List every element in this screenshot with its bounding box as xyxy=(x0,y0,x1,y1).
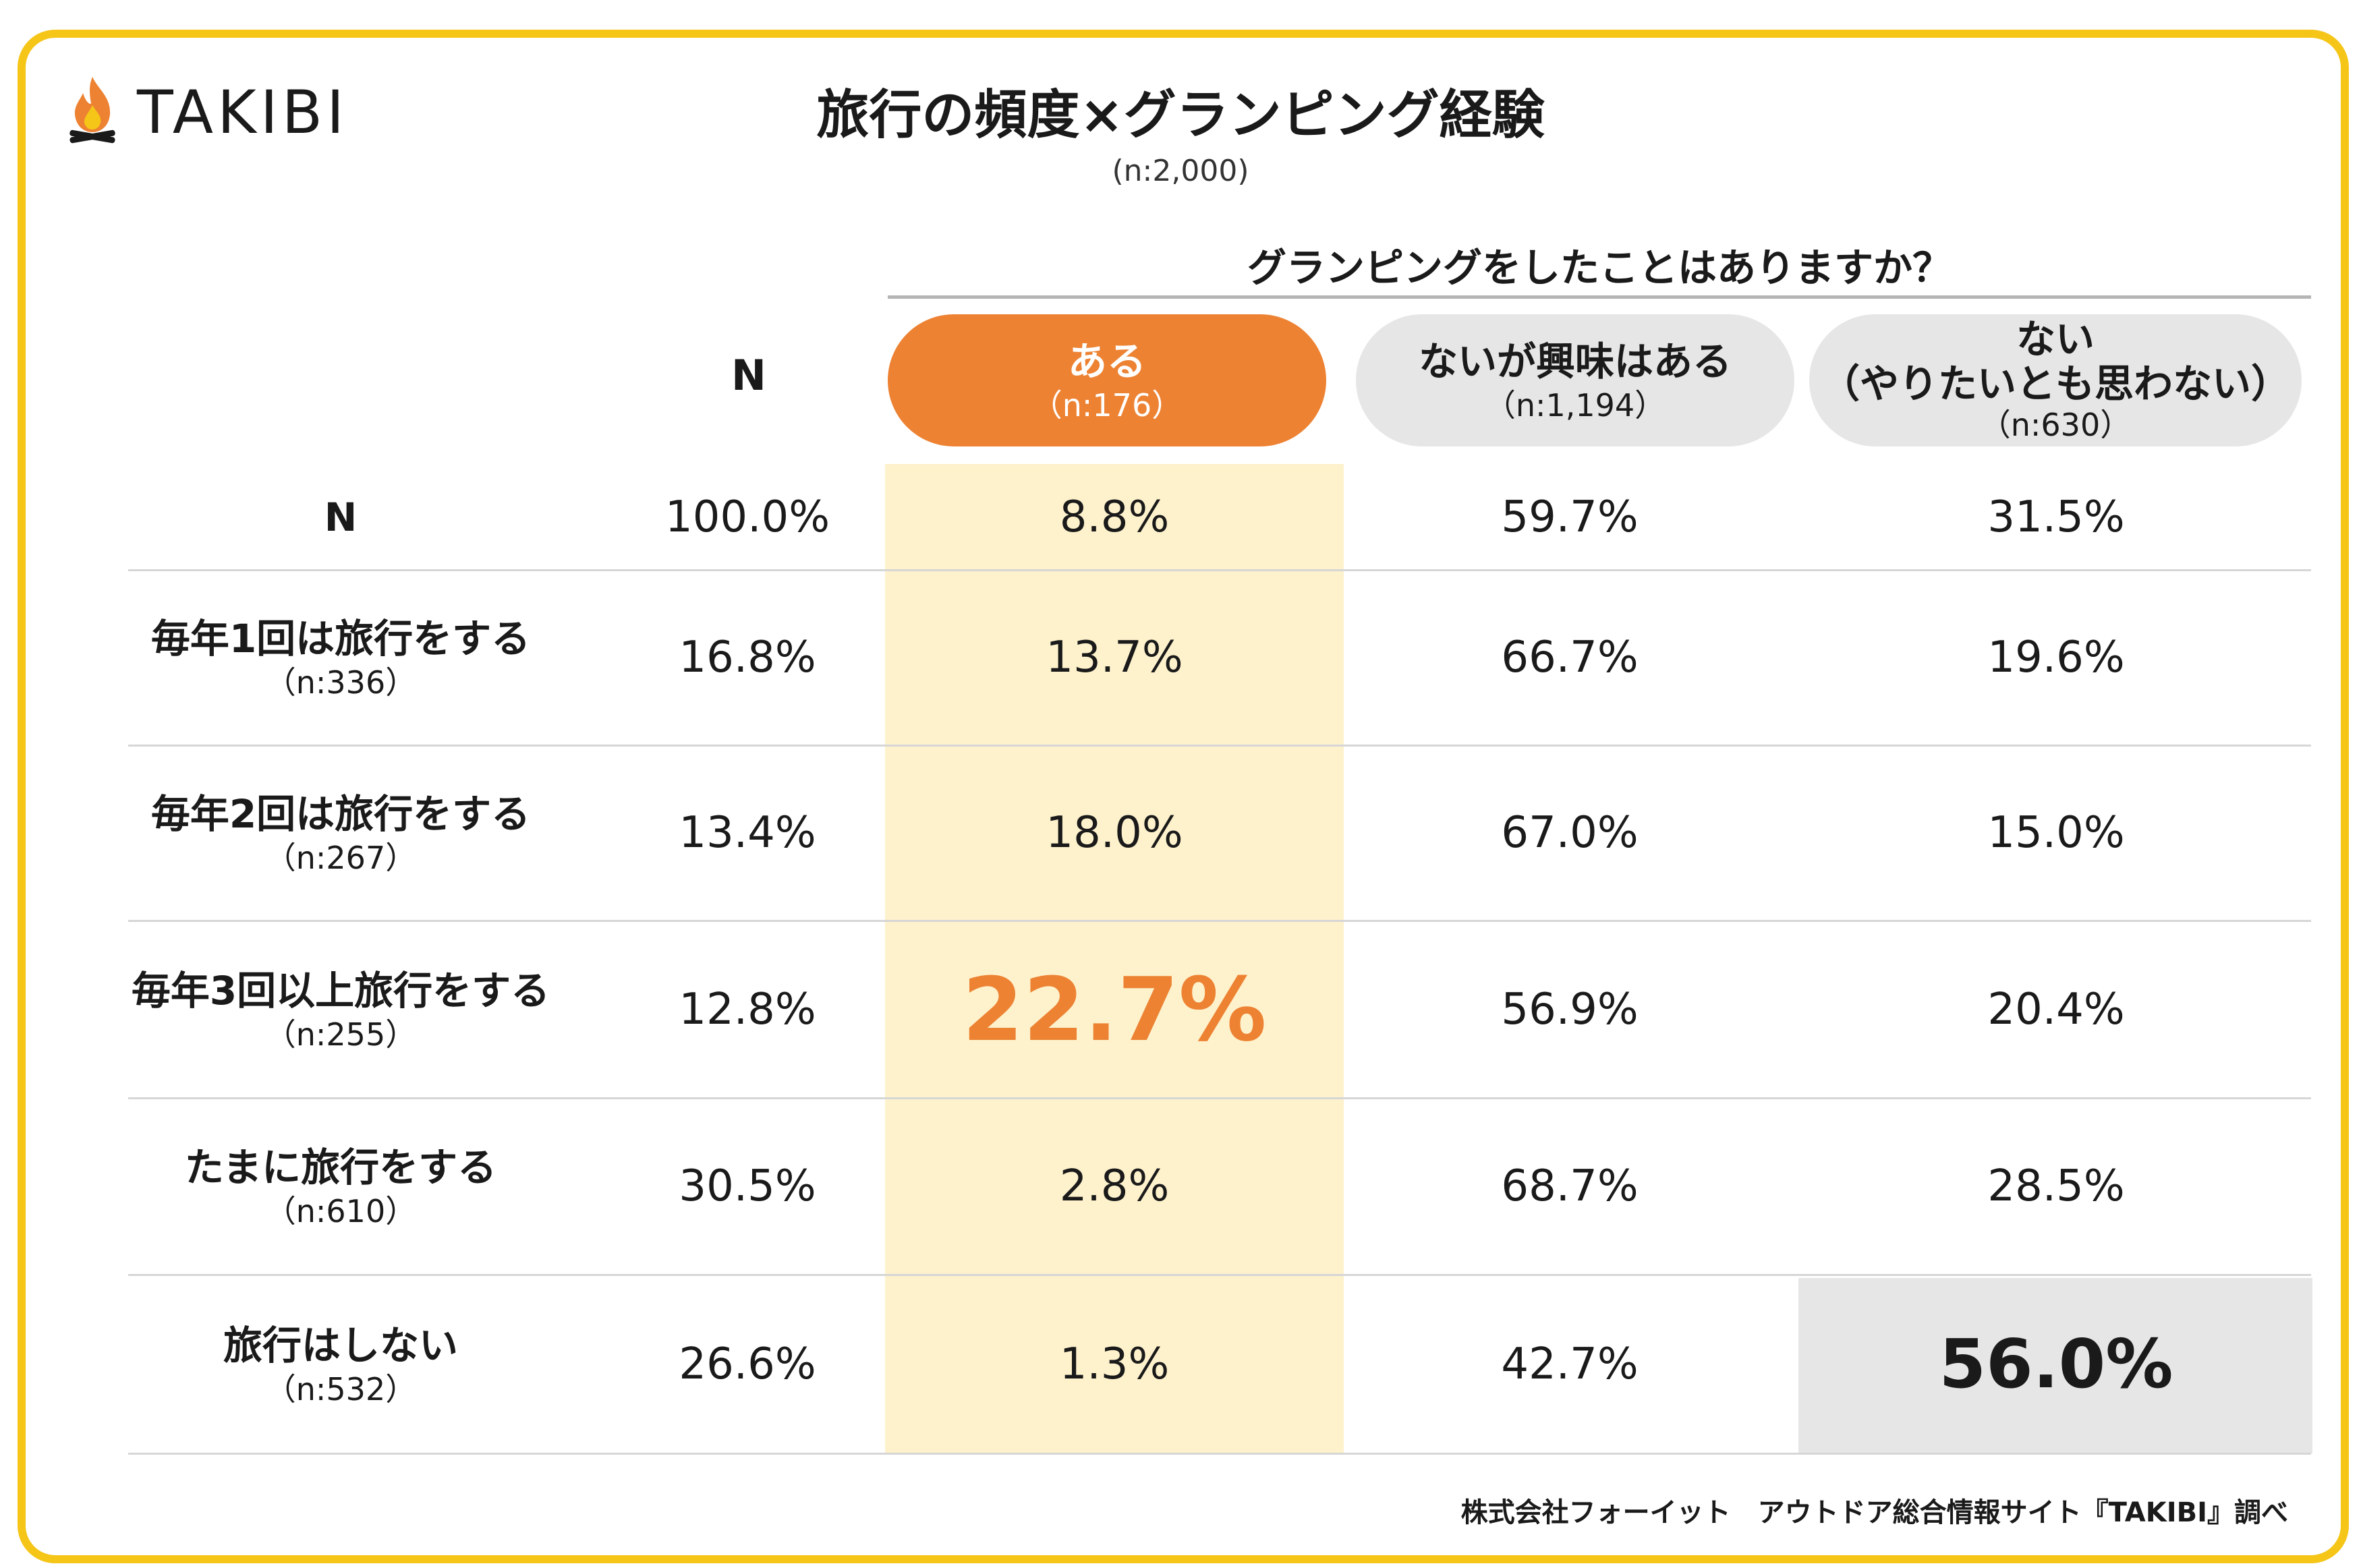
source-note: 株式会社フォーイット アウトドア総合情報サイト『TAKIBI』調べ xyxy=(1460,1497,2288,1528)
data-cell: 13.7% xyxy=(1046,633,1183,683)
row-label: たまに旅行をする （n:610） xyxy=(54,1098,627,1275)
data-cell: 1.3% xyxy=(1059,1339,1170,1389)
row-divider xyxy=(128,745,2311,747)
row-label: 毎年2回は旅行をする （n:267） xyxy=(54,745,627,921)
data-cell: 26.6% xyxy=(679,1339,816,1389)
column-header-label: ないが興味はある xyxy=(1418,339,1732,384)
campfire-icon xyxy=(64,74,121,150)
data-cell: 22.7% xyxy=(962,958,1267,1061)
data-cell: 20.4% xyxy=(1987,984,2125,1035)
data-cell: 8.8% xyxy=(1059,492,1170,542)
row-label-text: たまに旅行をする xyxy=(184,1144,497,1190)
chart-subtitle: (n:2,000) xyxy=(1112,154,1249,188)
row-label: N xyxy=(54,464,627,570)
data-cell: 66.7% xyxy=(1501,633,1639,683)
row-label-n-count: （n:532） xyxy=(264,1370,417,1407)
row-divider xyxy=(128,920,2311,922)
row-label-n-count: （n:267） xyxy=(264,840,417,876)
data-cell: 30.5% xyxy=(679,1161,816,1211)
row-label: 毎年3回以上旅行をする （n:255） xyxy=(54,921,627,1098)
data-cell: 15.0% xyxy=(1987,808,2125,858)
highlight-cell xyxy=(1798,1278,2312,1453)
data-cell: 19.6% xyxy=(1987,633,2125,683)
column-header-n-count: （n:630） xyxy=(1979,407,2132,443)
data-cell: 56.9% xyxy=(1501,984,1639,1035)
row-label: 旅行はしない （n:532） xyxy=(54,1275,627,1453)
column-header-n-count: （n:1,194） xyxy=(1484,387,1666,424)
column-header-interested: ないが興味はある （n:1,194） xyxy=(1356,314,1794,446)
data-cell: 31.5% xyxy=(1987,492,2125,542)
column-header-yes: ある （n:176） xyxy=(888,314,1326,446)
row-label-text: 毎年3回以上旅行をする xyxy=(131,967,550,1014)
highlight-column xyxy=(885,464,1344,1454)
logo: TAKIBI xyxy=(64,74,348,150)
column-header-n-count: （n:176） xyxy=(1031,387,1183,424)
data-cell: 68.7% xyxy=(1501,1161,1639,1211)
data-cell: 12.8% xyxy=(679,984,816,1035)
data-cell: 42.7% xyxy=(1501,1339,1639,1389)
data-cell: 13.4% xyxy=(679,808,816,858)
question-underline xyxy=(888,295,2311,299)
column-header-label: ない （やりたいとも思わない） xyxy=(1820,316,2290,407)
row-label: 毎年1回は旅行をする （n:336） xyxy=(54,570,627,745)
row-divider xyxy=(128,569,2311,571)
row-label-n-count: （n:255） xyxy=(264,1016,417,1053)
row-label-n-count: （n:610） xyxy=(264,1193,417,1229)
row-divider xyxy=(128,1274,2311,1276)
survey-question: グランピングをしたことはありますか？ xyxy=(1247,245,1952,291)
data-cell: 67.0% xyxy=(1501,808,1639,858)
row-label-text: 旅行はしない xyxy=(223,1322,458,1368)
data-cell: 2.8% xyxy=(1059,1161,1170,1211)
column-header-label: ある xyxy=(1067,339,1146,384)
data-cell: 16.8% xyxy=(679,633,816,683)
data-cell: 28.5% xyxy=(1987,1161,2125,1211)
row-label-n-count: （n:336） xyxy=(264,664,417,701)
logo-text: TAKIBI xyxy=(137,77,349,147)
data-cell: 56.0% xyxy=(1939,1324,2173,1403)
row-label-text: 毎年2回は旅行をする xyxy=(150,791,531,837)
row-label-text: 毎年1回は旅行をする xyxy=(150,616,531,662)
row-label-text: N xyxy=(324,494,358,540)
column-header-not-interested: ない （やりたいとも思わない） （n:630） xyxy=(1809,314,2302,446)
column-header-n: N xyxy=(731,351,766,400)
data-cell: 59.7% xyxy=(1501,492,1639,542)
row-divider xyxy=(128,1097,2311,1099)
data-cell: 100.0% xyxy=(664,492,830,542)
data-cell: 18.0% xyxy=(1046,808,1183,858)
chart-title: 旅行の頻度×グランピング経験 xyxy=(816,85,1545,146)
row-divider xyxy=(128,1453,2311,1455)
